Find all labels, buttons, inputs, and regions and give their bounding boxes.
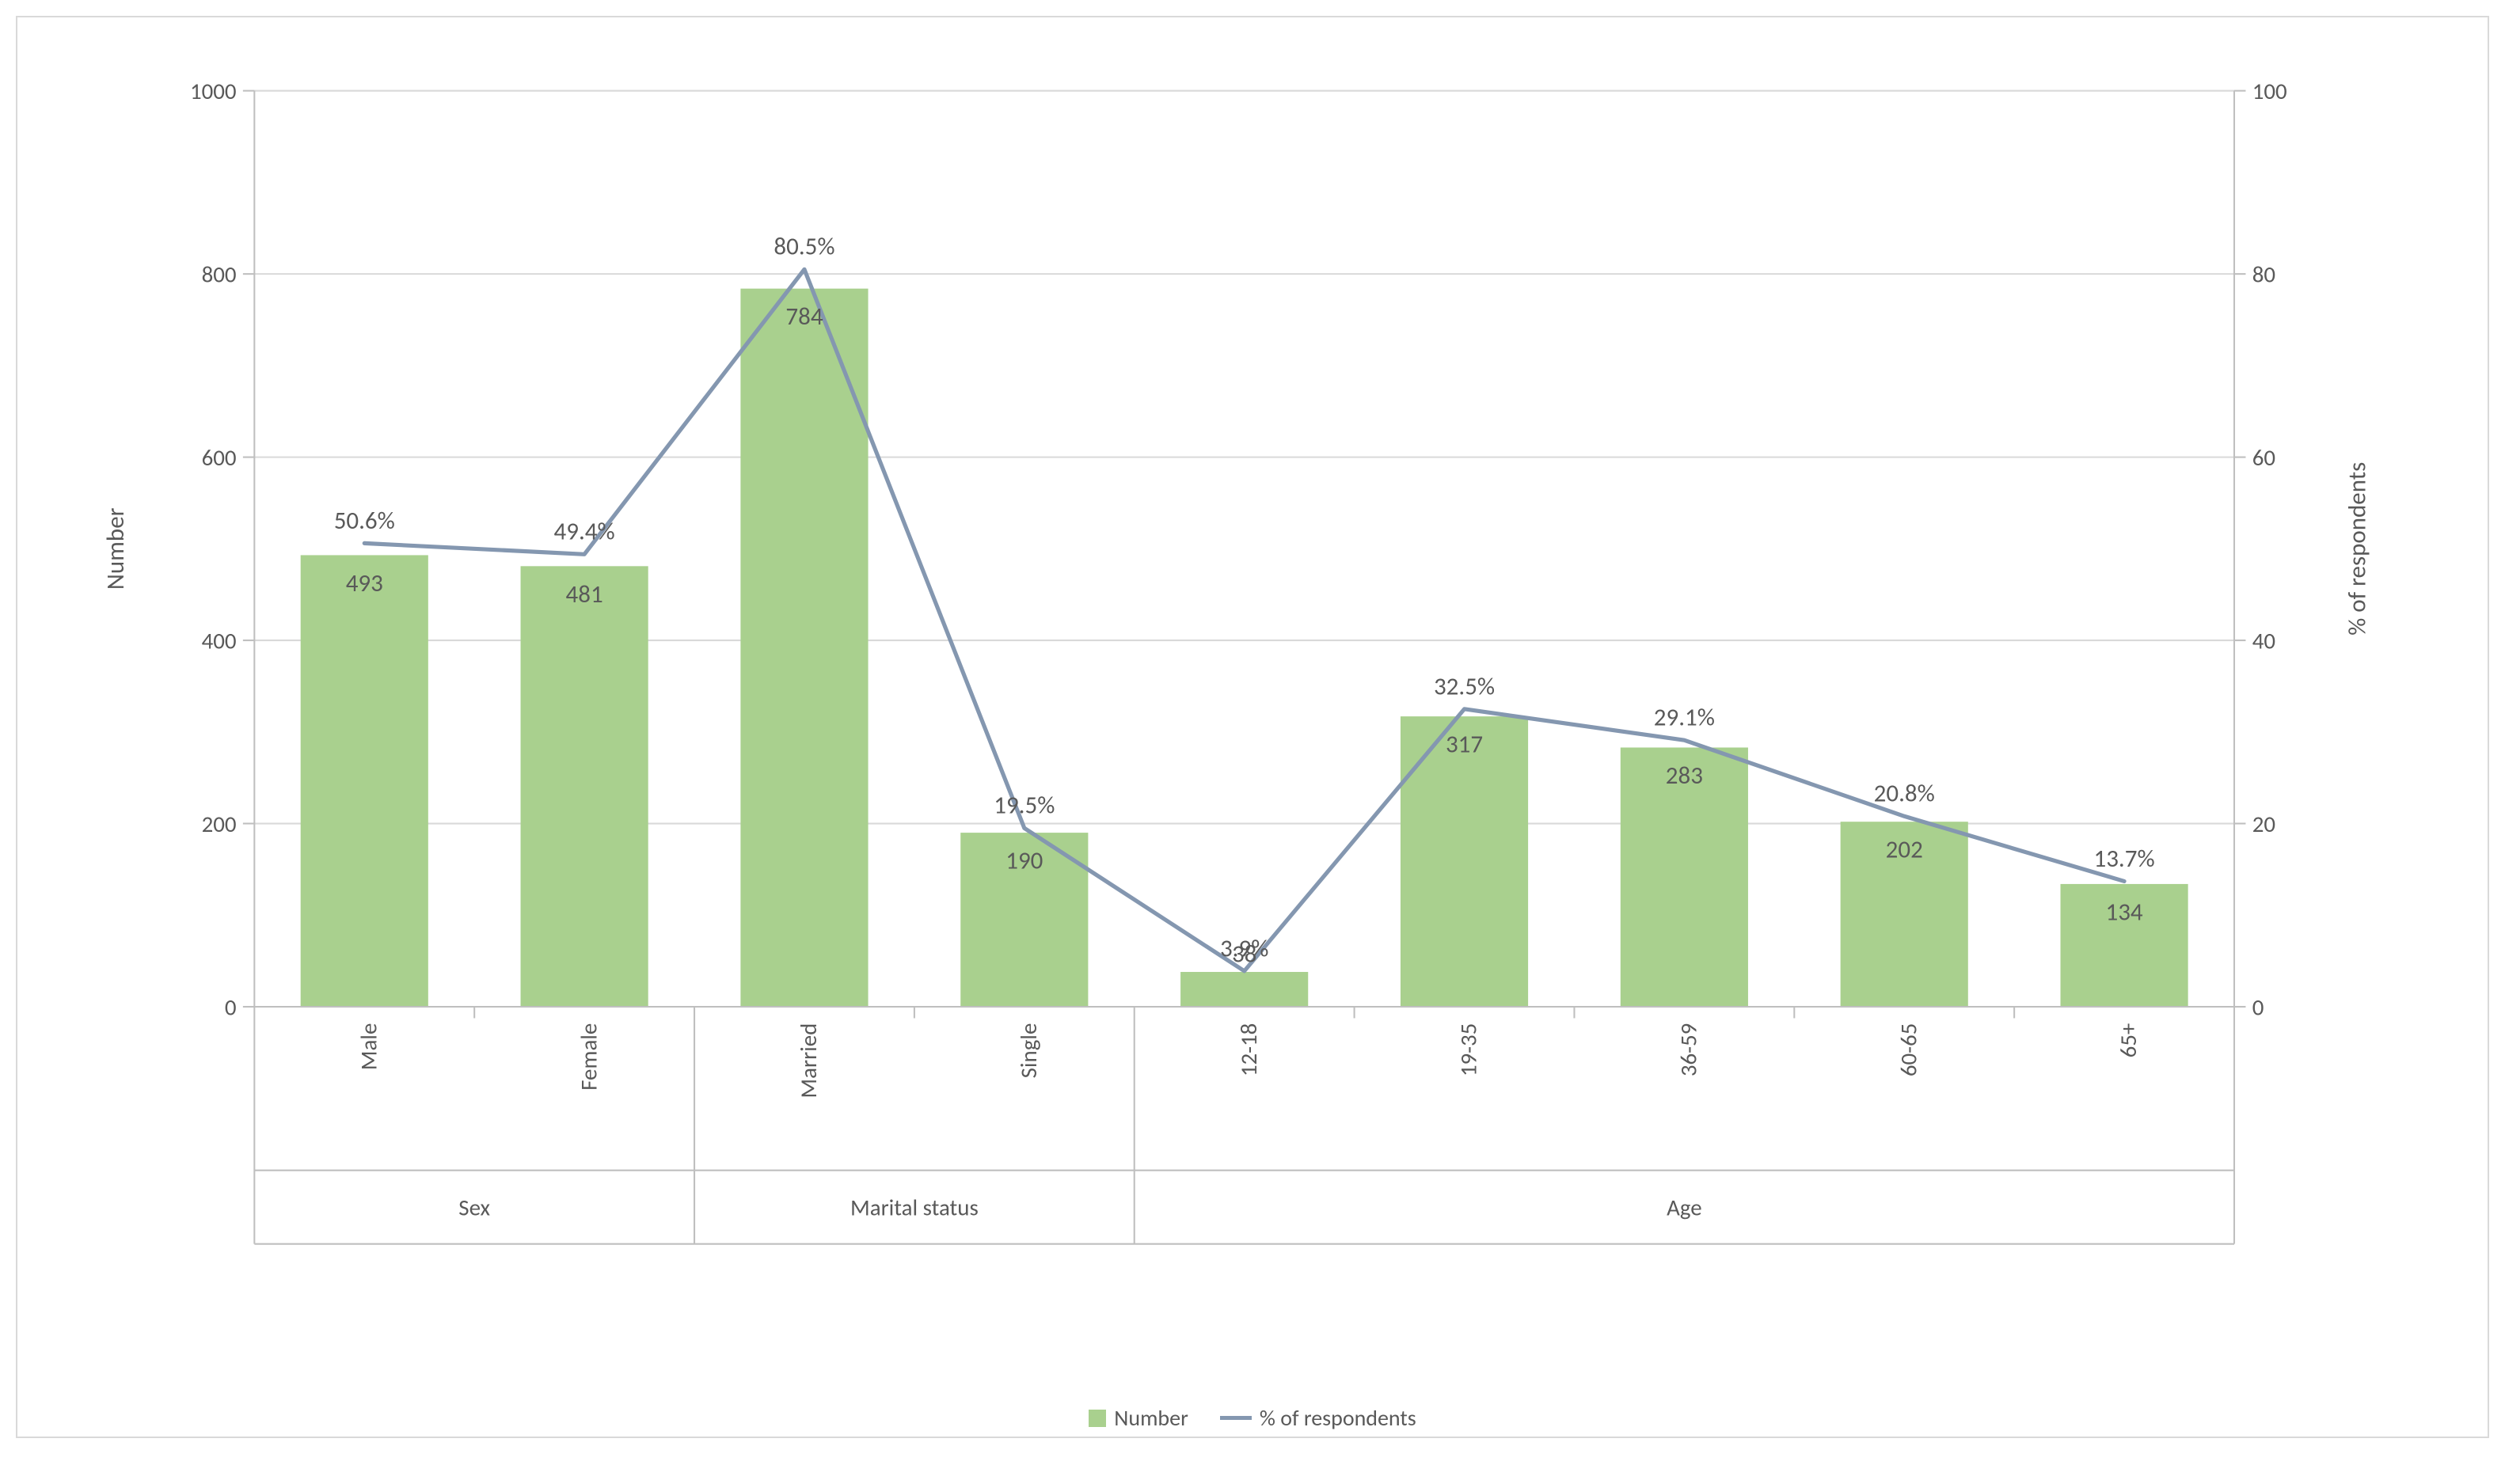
y-left-tick-label: 600 <box>202 443 237 472</box>
y-right-tick-label: 40 <box>2252 626 2275 655</box>
y-right-tick-label: 0 <box>2252 992 2264 1021</box>
y-right-axis-title: % of respondents <box>2342 462 2372 636</box>
category-label: Female <box>574 1023 602 1091</box>
number-label: 283 <box>1666 761 1703 791</box>
percent-label: 80.5% <box>774 232 834 262</box>
respondents-chart: 50.6%49.4%80.5%19.5%3.9%32.5%29.1%20.8%1… <box>25 25 2480 1399</box>
percent-label: 50.6% <box>334 506 395 536</box>
legend-label-percent: % of respondents <box>1260 1404 1416 1432</box>
y-left-axis-title: Number <box>101 507 131 590</box>
y-left-tick-label: 800 <box>202 260 237 288</box>
bar <box>521 566 648 1007</box>
legend-swatch-bar <box>1089 1410 1106 1427</box>
number-label: 190 <box>1005 846 1043 876</box>
y-left-tick-label: 1000 <box>190 77 237 105</box>
bar <box>1180 972 1308 1007</box>
number-label: 202 <box>1886 835 1923 865</box>
percent-label: 29.1% <box>1654 703 1715 733</box>
number-label: 784 <box>785 302 823 332</box>
percent-label: 49.4% <box>554 517 615 547</box>
percent-label: 19.5% <box>994 791 1055 821</box>
category-label: Married <box>794 1023 823 1099</box>
chart-container: 50.6%49.4%80.5%19.5%3.9%32.5%29.1%20.8%1… <box>16 16 2489 1438</box>
group-label: Marital status <box>850 1194 979 1222</box>
percent-label: 13.7% <box>2094 844 2155 874</box>
legend-item-percent: % of respondents <box>1220 1404 1416 1432</box>
y-left-tick-label: 400 <box>202 626 237 655</box>
bar <box>301 555 428 1007</box>
number-label: 481 <box>566 579 603 609</box>
category-label: 36-59 <box>1674 1023 1703 1077</box>
number-label: 317 <box>1446 730 1483 760</box>
category-label: 65+ <box>2114 1023 2142 1058</box>
group-label: Sex <box>458 1194 490 1222</box>
number-label: 134 <box>2106 897 2143 927</box>
y-left-tick-label: 0 <box>225 992 237 1021</box>
category-label: 12-18 <box>1234 1023 1263 1077</box>
category-label: Male <box>354 1023 382 1071</box>
y-right-tick-label: 100 <box>2252 77 2287 105</box>
percent-label: 32.5% <box>1434 671 1495 701</box>
number-label: 493 <box>346 568 383 598</box>
category-label: 60-65 <box>1894 1023 1922 1077</box>
bar <box>740 289 868 1007</box>
y-right-tick-label: 60 <box>2252 443 2275 472</box>
y-right-tick-label: 80 <box>2252 260 2275 288</box>
legend-label-number: Number <box>1114 1404 1188 1432</box>
group-label: Age <box>1667 1194 1702 1222</box>
legend-item-number: Number <box>1089 1404 1188 1432</box>
y-left-tick-label: 200 <box>202 810 237 838</box>
number-label: 38 <box>1232 939 1256 970</box>
percent-label: 20.8% <box>1874 779 1935 809</box>
category-label: Single <box>1014 1023 1043 1079</box>
chart-legend: Number % of respondents <box>25 1404 2480 1432</box>
y-right-tick-label: 20 <box>2252 810 2275 838</box>
legend-swatch-line <box>1220 1416 1252 1420</box>
category-label: 19-35 <box>1454 1023 1483 1077</box>
